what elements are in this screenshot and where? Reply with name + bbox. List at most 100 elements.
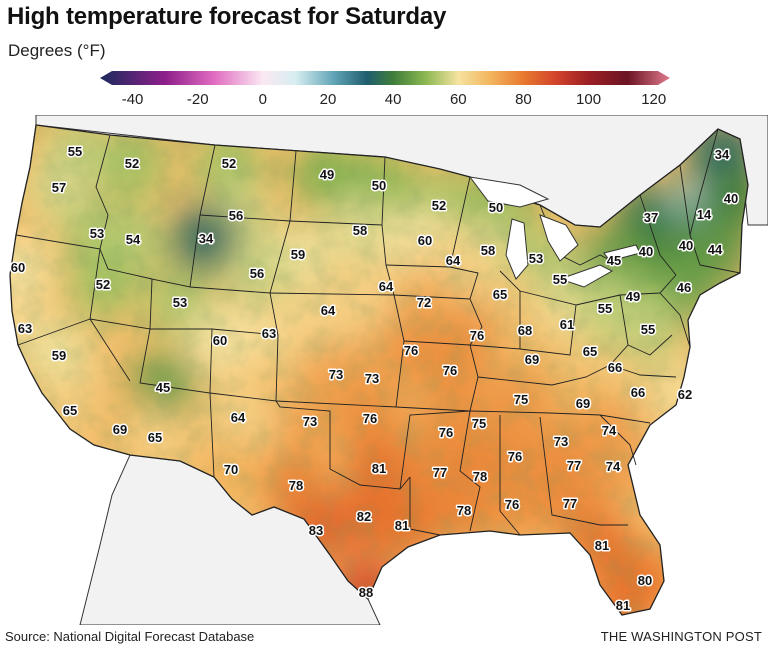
city-temperature-label: 69 — [525, 352, 539, 367]
city-temperature-label: 64 — [446, 253, 461, 268]
city-temperature-label: 64 — [231, 410, 246, 425]
city-temperature-label: 73 — [329, 367, 343, 382]
city-temperature-label: 40 — [724, 191, 738, 206]
city-temperature-label: 72 — [417, 295, 431, 310]
city-temperature-label: 81 — [595, 538, 609, 553]
city-temperature-label: 50 — [489, 200, 503, 215]
city-temperature-label: 77 — [563, 496, 577, 511]
city-temperature-label: 60 — [213, 333, 227, 348]
city-temperature-label: 77 — [567, 458, 581, 473]
city-temperature-label: 76 — [439, 425, 453, 440]
city-temperature-label: 40 — [679, 238, 693, 253]
city-temperature-labels: 55 52 52 49 50 57 52 50 56 53 54 34 58 60 58 59 64 53 60 56… — [9, 143, 739, 615]
publisher-credit: THE WASHINGTON POST — [600, 629, 762, 644]
city-temperature-label: 76 — [363, 411, 377, 426]
city-temperature-label: 65 — [63, 403, 77, 418]
city-temperature-label: 83 — [309, 523, 323, 538]
city-temperature-label: 76 — [443, 363, 457, 378]
city-temperature-label: 44 — [708, 242, 723, 257]
legend-tick-label: 120 — [641, 91, 667, 108]
city-temperature-label: 81 — [395, 518, 409, 533]
great-lakes — [468, 176, 641, 288]
city-temperature-label: 68 — [518, 323, 532, 338]
city-temperature-label: 88 — [359, 585, 373, 600]
legend-tick-label: 60 — [449, 91, 467, 108]
legend-tick-label: -40 — [121, 91, 144, 108]
city-temperature-label: 69 — [113, 422, 127, 437]
legend-tick-label: 80 — [515, 91, 532, 108]
city-temperature-label: 62 — [678, 387, 692, 402]
city-temperature-label: 55 — [641, 322, 655, 337]
city-temperature-label: 66 — [631, 385, 645, 400]
city-temperature-label: 57 — [52, 180, 66, 195]
city-temperature-label: 60 — [11, 260, 25, 275]
city-temperature-label: 69 — [576, 396, 590, 411]
city-temperature-label: 52 — [125, 156, 139, 171]
city-temperature-label: 52 — [96, 277, 110, 292]
legend-color-bar — [100, 71, 670, 85]
city-temperature-label: 37 — [644, 210, 658, 225]
city-temperature-label: 52 — [432, 198, 446, 213]
city-temperature-label: 60 — [418, 233, 432, 248]
city-temperature-label: 63 — [18, 321, 32, 336]
city-temperature-label: 76 — [470, 328, 484, 343]
city-temperature-label: 59 — [52, 348, 66, 363]
city-temperature-label: 80 — [638, 573, 652, 588]
city-temperature-label: 55 — [68, 144, 82, 159]
city-temperature-label: 53 — [529, 251, 543, 266]
city-temperature-label: 52 — [222, 156, 236, 171]
city-temperature-label: 56 — [250, 266, 264, 281]
city-temperature-label: 76 — [508, 449, 522, 464]
city-temperature-label: 73 — [303, 414, 317, 429]
page-title: High temperature forecast for Saturday — [7, 3, 447, 30]
legend-tick-label: 40 — [384, 91, 402, 108]
city-temperature-label: 74 — [602, 423, 617, 438]
city-temperature-label: 55 — [553, 272, 567, 287]
source-note: Source: National Digital Forecast Databa… — [5, 629, 255, 644]
legend-tick-label: -20 — [186, 91, 209, 108]
legend-tick-label: 0 — [258, 91, 268, 108]
city-temperature-label: 58 — [353, 223, 367, 238]
city-temperature-label: 14 — [697, 207, 712, 222]
color-legend: -40 -20 0 20 40 60 80 100 120 — [100, 71, 670, 111]
us-temperature-map: 55 52 52 49 50 57 52 50 56 53 54 34 58 60 58 59 64 53 60 56… — [0, 115, 768, 625]
map-canvas: 55 52 52 49 50 57 52 50 56 53 54 34 58 60 58 59 64 53 60 56… — [0, 115, 768, 625]
city-temperature-label: 49 — [320, 167, 334, 182]
city-temperature-label: 73 — [554, 434, 568, 449]
units-subtitle: Degrees (°F) — [8, 41, 106, 60]
city-temperature-label: 75 — [514, 392, 528, 407]
city-temperature-label: 61 — [560, 317, 574, 332]
city-temperature-label: 50 — [372, 178, 386, 193]
legend-tick-label: 100 — [576, 91, 602, 108]
city-temperature-label: 53 — [90, 226, 104, 241]
city-temperature-label: 77 — [433, 465, 447, 480]
city-temperature-label: 78 — [473, 469, 487, 484]
city-temperature-label: 73 — [365, 371, 379, 386]
city-temperature-label: 34 — [199, 231, 214, 246]
city-temperature-label: 76 — [505, 497, 519, 512]
city-temperature-label: 65 — [583, 344, 597, 359]
city-temperature-label: 64 — [321, 303, 336, 318]
city-temperature-label: 63 — [262, 326, 276, 341]
city-temperature-label: 55 — [598, 301, 612, 316]
city-temperature-label: 74 — [606, 459, 621, 474]
city-temperature-label: 66 — [608, 360, 622, 375]
city-temperature-label: 53 — [173, 295, 187, 310]
city-temperature-label: 58 — [481, 243, 495, 258]
city-temperature-label: 45 — [607, 253, 621, 268]
city-temperature-label: 78 — [289, 478, 303, 493]
city-temperature-label: 81 — [616, 598, 630, 613]
city-temperature-label: 64 — [379, 279, 394, 294]
city-temperature-label: 76 — [404, 343, 418, 358]
city-temperature-label: 40 — [639, 244, 653, 259]
city-temperature-label: 78 — [457, 503, 471, 518]
city-temperature-label: 75 — [472, 416, 486, 431]
city-temperature-label: 65 — [493, 287, 507, 302]
city-temperature-label: 54 — [126, 232, 141, 247]
city-temperature-label: 49 — [626, 289, 640, 304]
city-temperature-label: 65 — [148, 430, 162, 445]
state-borders — [9, 124, 749, 616]
city-temperature-label: 45 — [156, 380, 170, 395]
city-temperature-label: 81 — [372, 461, 386, 476]
